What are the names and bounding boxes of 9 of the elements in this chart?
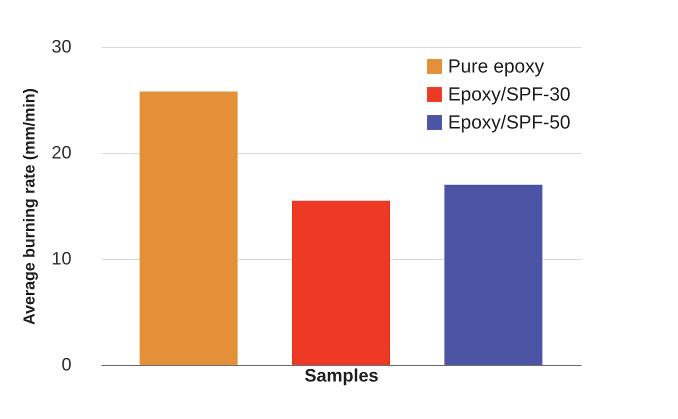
legend-label: Pure epoxy [448, 56, 545, 78]
legend-label: Epoxy/SPF-50 [448, 112, 570, 134]
y-tick-label: 20 [51, 142, 72, 162]
y-tick-label: 0 [61, 354, 72, 374]
x-axis-title: Samples [304, 366, 379, 386]
y-tick-label: 30 [51, 36, 72, 56]
y-tick-label: 10 [51, 248, 72, 268]
legend-label: Epoxy/SPF-30 [448, 84, 570, 106]
y-axis-title: Average burning rate (mm/min) [21, 88, 38, 325]
